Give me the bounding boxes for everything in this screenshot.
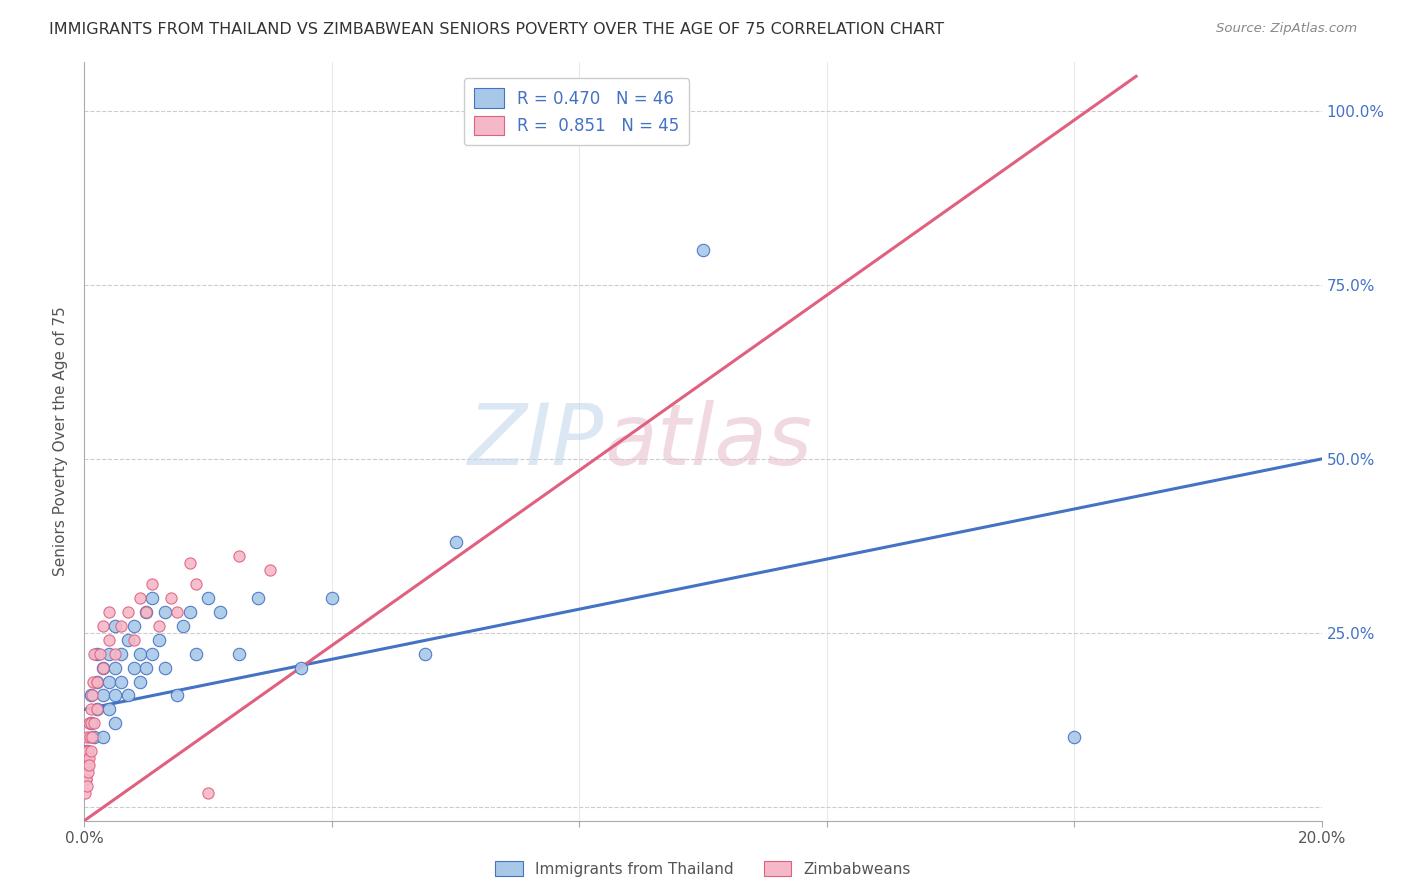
Point — [73, 786, 96, 800]
Point — [246, 591, 269, 605]
Point — [76, 779, 98, 793]
Point — [148, 619, 170, 633]
Point — [135, 660, 157, 674]
Point — [77, 716, 100, 731]
Point — [98, 702, 121, 716]
Point — [321, 591, 343, 605]
Point — [104, 660, 127, 674]
Point — [129, 591, 152, 605]
Point — [197, 591, 219, 605]
Point — [290, 660, 312, 674]
Point — [228, 549, 250, 564]
Point — [197, 786, 219, 800]
Y-axis label: Seniors Poverty Over the Age of 75: Seniors Poverty Over the Age of 75 — [53, 307, 69, 576]
Point — [122, 660, 145, 674]
Point — [444, 535, 467, 549]
Point — [104, 689, 127, 703]
Point — [86, 702, 108, 716]
Point — [86, 674, 108, 689]
Point — [110, 619, 132, 633]
Point — [80, 730, 103, 744]
Point — [129, 647, 152, 661]
Point — [79, 702, 101, 716]
Point — [184, 647, 207, 661]
Point — [91, 660, 114, 674]
Point — [75, 772, 97, 786]
Point — [160, 591, 183, 605]
Point — [89, 647, 111, 661]
Point — [228, 647, 250, 661]
Text: Source: ZipAtlas.com: Source: ZipAtlas.com — [1216, 22, 1357, 36]
Point — [79, 758, 101, 772]
Point — [98, 632, 121, 647]
Point — [1063, 730, 1085, 744]
Point — [141, 577, 163, 591]
Point — [75, 772, 97, 786]
Point — [86, 674, 108, 689]
Point — [110, 647, 132, 661]
Point — [209, 605, 232, 619]
Point — [75, 758, 97, 772]
Point — [692, 244, 714, 258]
Point — [110, 674, 132, 689]
Point — [83, 647, 105, 661]
Point — [135, 605, 157, 619]
Point — [76, 758, 98, 772]
Point — [91, 730, 114, 744]
Point — [117, 689, 139, 703]
Point — [79, 716, 101, 731]
Point — [91, 689, 114, 703]
Point — [122, 632, 145, 647]
Text: ZIP: ZIP — [468, 400, 605, 483]
Point — [166, 689, 188, 703]
Point — [117, 632, 139, 647]
Point — [179, 556, 201, 570]
Point — [122, 619, 145, 633]
Point — [172, 619, 194, 633]
Point — [75, 744, 97, 758]
Text: atlas: atlas — [605, 400, 813, 483]
Point — [259, 563, 281, 577]
Point — [141, 591, 163, 605]
Text: IMMIGRANTS FROM THAILAND VS ZIMBABWEAN SENIORS POVERTY OVER THE AGE OF 75 CORREL: IMMIGRANTS FROM THAILAND VS ZIMBABWEAN S… — [49, 22, 945, 37]
Point — [77, 751, 100, 765]
Point — [148, 632, 170, 647]
Point — [79, 744, 101, 758]
Point — [91, 619, 114, 633]
Point — [86, 702, 108, 716]
Point — [82, 689, 104, 703]
Point — [76, 744, 98, 758]
Point — [83, 716, 105, 731]
Point — [86, 647, 108, 661]
Point — [104, 716, 127, 731]
Point — [153, 660, 176, 674]
Legend: Immigrants from Thailand, Zimbabweans: Immigrants from Thailand, Zimbabweans — [488, 853, 918, 884]
Point — [82, 674, 104, 689]
Point — [98, 647, 121, 661]
Point — [79, 689, 101, 703]
Point — [77, 764, 100, 779]
Point — [80, 716, 103, 731]
Point — [76, 751, 98, 765]
Point — [179, 605, 201, 619]
Point — [98, 674, 121, 689]
Point — [91, 660, 114, 674]
Point — [413, 647, 436, 661]
Legend: R = 0.470   N = 46, R =  0.851   N = 45: R = 0.470 N = 46, R = 0.851 N = 45 — [464, 78, 689, 145]
Point — [104, 647, 127, 661]
Point — [98, 605, 121, 619]
Point — [104, 619, 127, 633]
Point — [83, 730, 105, 744]
Point — [77, 744, 100, 758]
Point — [135, 605, 157, 619]
Point — [166, 605, 188, 619]
Point — [184, 577, 207, 591]
Point — [129, 674, 152, 689]
Point — [76, 730, 98, 744]
Point — [141, 647, 163, 661]
Point — [153, 605, 176, 619]
Point — [117, 605, 139, 619]
Point — [79, 730, 101, 744]
